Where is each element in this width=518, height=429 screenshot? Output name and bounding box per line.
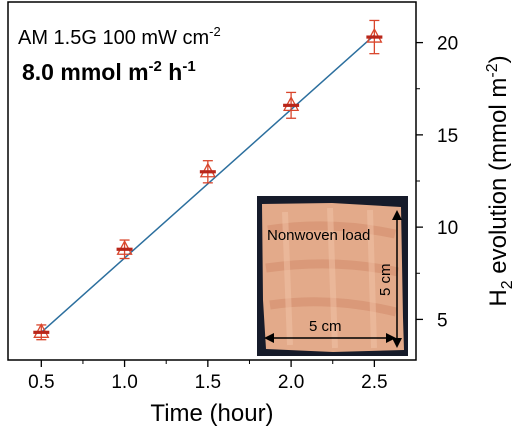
width-label: 5 cm	[309, 318, 342, 335]
data-point	[283, 91, 300, 119]
rate-annotation: 8.0 mmol m-2 h-1	[22, 58, 196, 85]
x-tick-label: 2.0	[278, 372, 304, 393]
inset-photo: Nonwoven load 5 cm 5 cm	[257, 196, 408, 356]
marker-bar	[366, 35, 383, 39]
condition-annotation: AM 1.5G 100 mW cm-2	[18, 24, 221, 49]
data-point	[116, 239, 133, 260]
data-point	[366, 19, 383, 55]
marker-bar	[116, 247, 133, 251]
x-tick-label: 1.5	[195, 372, 221, 393]
data-point	[199, 160, 216, 184]
x-axis-title: Time (hour)	[150, 400, 273, 427]
marker-bar	[33, 330, 50, 334]
y-tick-label: 20	[437, 34, 458, 55]
x-tick-label: 2.5	[361, 372, 387, 393]
fit-line	[40, 34, 375, 333]
x-tick-label: 1.0	[111, 372, 137, 393]
y-tick-label: 10	[437, 218, 458, 239]
marker-bar	[283, 103, 300, 107]
y-tick-label: 5	[437, 310, 448, 331]
y-axis-title: H2 evolution (mmol m-2)	[484, 55, 516, 306]
y-tick-label: 15	[437, 126, 458, 147]
data-point	[33, 322, 50, 341]
inset-label: Nonwoven load	[267, 227, 370, 244]
x-tick-label: 0.5	[28, 372, 54, 393]
marker-bar	[199, 170, 216, 174]
height-label: 5 cm	[377, 263, 394, 296]
